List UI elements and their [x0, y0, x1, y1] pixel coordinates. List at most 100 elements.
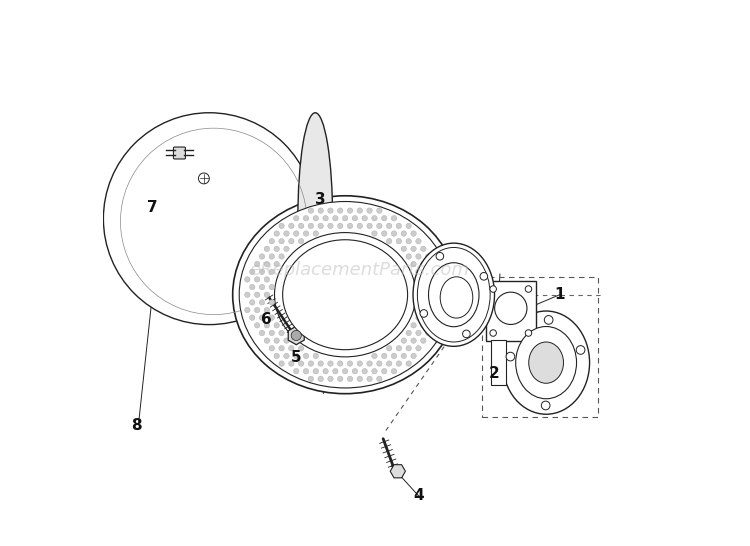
Circle shape — [254, 292, 260, 298]
Circle shape — [357, 361, 362, 366]
Circle shape — [328, 208, 333, 213]
Circle shape — [495, 292, 527, 324]
Circle shape — [411, 338, 416, 343]
Circle shape — [416, 284, 422, 290]
Circle shape — [436, 252, 444, 260]
Circle shape — [244, 292, 250, 298]
Circle shape — [382, 369, 387, 374]
Circle shape — [274, 262, 280, 267]
Circle shape — [318, 361, 323, 366]
Circle shape — [293, 369, 299, 374]
Circle shape — [435, 269, 441, 275]
Circle shape — [313, 353, 319, 359]
Circle shape — [416, 269, 422, 275]
Circle shape — [269, 269, 274, 275]
Circle shape — [376, 208, 382, 213]
Circle shape — [430, 323, 436, 328]
Text: 1: 1 — [554, 287, 565, 302]
Circle shape — [264, 307, 269, 313]
Circle shape — [264, 262, 269, 267]
Circle shape — [298, 346, 304, 351]
Circle shape — [279, 361, 284, 366]
Circle shape — [362, 216, 368, 221]
FancyBboxPatch shape — [173, 147, 185, 159]
Circle shape — [367, 376, 372, 382]
Circle shape — [298, 223, 304, 229]
Circle shape — [396, 239, 401, 244]
Circle shape — [411, 246, 416, 252]
Circle shape — [411, 262, 416, 267]
Circle shape — [308, 208, 314, 213]
Circle shape — [396, 346, 401, 351]
Circle shape — [260, 330, 265, 336]
Circle shape — [293, 231, 299, 236]
Circle shape — [392, 231, 397, 236]
Circle shape — [421, 307, 426, 313]
Circle shape — [254, 277, 260, 282]
Circle shape — [490, 330, 496, 336]
Circle shape — [279, 346, 284, 351]
Circle shape — [322, 369, 328, 374]
Circle shape — [322, 216, 328, 221]
Circle shape — [199, 173, 209, 184]
Circle shape — [430, 262, 436, 267]
Circle shape — [291, 330, 302, 341]
Circle shape — [269, 315, 274, 321]
Circle shape — [352, 216, 358, 221]
Text: eReplacementParts.com: eReplacementParts.com — [249, 262, 469, 280]
Circle shape — [104, 113, 315, 325]
Circle shape — [421, 277, 426, 282]
Circle shape — [367, 223, 372, 229]
Circle shape — [293, 353, 299, 359]
Circle shape — [406, 254, 412, 259]
Circle shape — [274, 231, 280, 236]
Ellipse shape — [232, 196, 458, 394]
Circle shape — [401, 338, 406, 343]
Circle shape — [425, 284, 431, 290]
Circle shape — [318, 376, 323, 382]
Circle shape — [264, 338, 269, 343]
Circle shape — [338, 208, 343, 213]
Circle shape — [376, 361, 382, 366]
Circle shape — [463, 330, 470, 338]
Circle shape — [313, 231, 319, 236]
Circle shape — [406, 223, 412, 229]
Circle shape — [303, 369, 309, 374]
Circle shape — [289, 346, 294, 351]
Circle shape — [279, 254, 284, 259]
FancyBboxPatch shape — [490, 340, 506, 385]
Circle shape — [289, 223, 294, 229]
Circle shape — [421, 246, 426, 252]
Text: 8: 8 — [130, 418, 141, 432]
Circle shape — [376, 223, 382, 229]
FancyBboxPatch shape — [486, 281, 536, 341]
Circle shape — [416, 300, 422, 305]
Circle shape — [250, 300, 255, 305]
Circle shape — [376, 376, 382, 382]
Circle shape — [362, 369, 368, 374]
Circle shape — [386, 361, 392, 366]
Circle shape — [525, 286, 532, 292]
Circle shape — [303, 216, 309, 221]
Text: 5: 5 — [291, 349, 302, 365]
Circle shape — [544, 316, 553, 324]
Circle shape — [411, 231, 416, 236]
Circle shape — [298, 239, 304, 244]
Circle shape — [435, 284, 441, 290]
Ellipse shape — [413, 243, 494, 346]
Circle shape — [254, 323, 260, 328]
Circle shape — [254, 262, 260, 267]
Circle shape — [260, 269, 265, 275]
Circle shape — [264, 246, 269, 252]
Circle shape — [440, 307, 446, 313]
Circle shape — [303, 231, 309, 236]
Ellipse shape — [516, 327, 577, 399]
Circle shape — [347, 376, 352, 382]
Circle shape — [279, 330, 284, 336]
Text: 3: 3 — [315, 192, 326, 207]
Circle shape — [343, 216, 348, 221]
Circle shape — [401, 231, 406, 236]
Circle shape — [435, 300, 441, 305]
Circle shape — [298, 361, 304, 366]
Circle shape — [406, 239, 412, 244]
